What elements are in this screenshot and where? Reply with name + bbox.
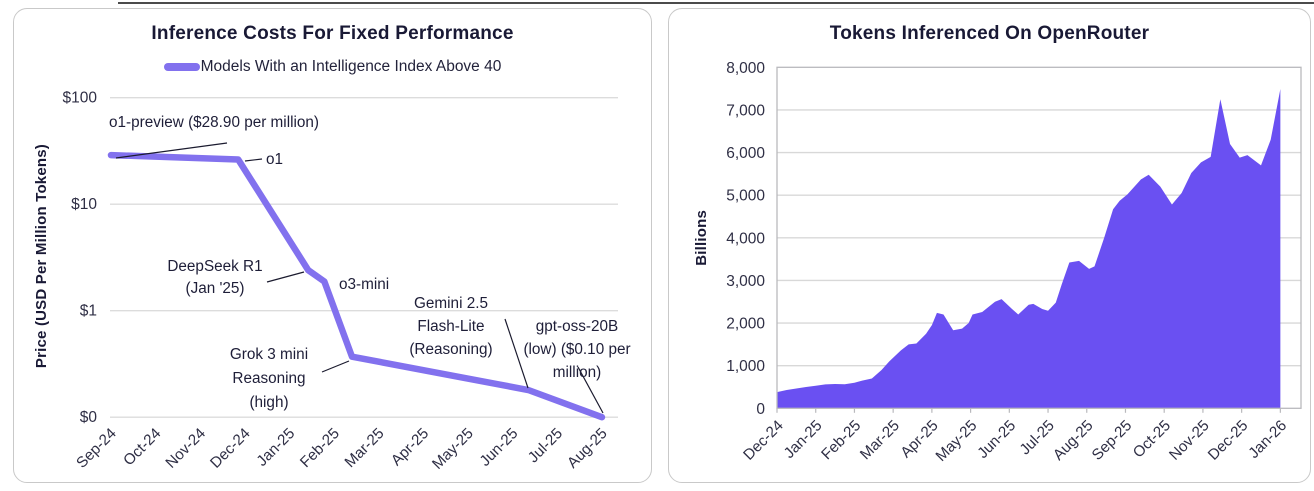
svg-text:Jun-25: Jun-25: [477, 425, 522, 470]
left-chart-legend: Models With an Intelligence Index Above …: [14, 58, 651, 76]
svg-text:Nov-25: Nov-25: [1166, 417, 1213, 464]
svg-text:Oct-25: Oct-25: [1130, 417, 1174, 461]
legend-label: Models With an Intelligence Index Above …: [200, 58, 502, 75]
openrouter-tokens-area-chart: 8,000 7,000 6,000 5,000 4,000 3,000 2,000 1,000…: [726, 60, 1302, 465]
svg-text:Jul-25: Jul-25: [525, 425, 566, 466]
svg-text:Dec-24: Dec-24: [740, 417, 787, 464]
panel-openrouter-tokens: Tokens Inferenced On OpenRouter Billions…: [668, 8, 1311, 483]
right-chart-title: Tokens Inferenced On OpenRouter: [829, 23, 1150, 44]
svg-text:Sep-25: Sep-25: [1089, 417, 1136, 464]
svg-text:DeepSeek R1(Jan '25): DeepSeek R1 (Jan '25): [167, 258, 262, 297]
svg-text:May-25: May-25: [429, 425, 477, 473]
svg-text:Dec-24: Dec-24: [207, 425, 254, 472]
svg-text:0: 0: [756, 401, 765, 418]
svg-text:o1: o1: [266, 151, 283, 168]
svg-text:Nov-24: Nov-24: [162, 425, 209, 472]
svg-text:o3-mini: o3-mini: [339, 276, 389, 293]
svg-text:5,000: 5,000: [726, 188, 765, 205]
svg-text:7,000: 7,000: [726, 102, 765, 119]
svg-text:$100: $100: [63, 90, 98, 107]
left-chart-title: Inference Costs For Fixed Performance: [151, 23, 514, 44]
top-edge-line: [118, 2, 1314, 4]
svg-text:$1: $1: [80, 303, 97, 320]
panel-inference-costs: Inference Costs For Fixed Performance Mo…: [13, 8, 652, 483]
svg-text:Aug-25: Aug-25: [564, 425, 611, 472]
svg-text:Jun-25: Jun-25: [974, 417, 1019, 462]
svg-text:$10: $10: [71, 196, 97, 213]
svg-text:Mar-25: Mar-25: [857, 417, 903, 463]
svg-text:4,000: 4,000: [726, 230, 765, 247]
svg-text:Feb-25: Feb-25: [818, 417, 864, 463]
svg-text:Dec-25: Dec-25: [1205, 417, 1252, 464]
svg-text:Jan-25: Jan-25: [253, 425, 298, 470]
svg-text:Jan-25: Jan-25: [781, 417, 826, 462]
svg-text:Jan-26: Jan-26: [1245, 417, 1290, 462]
svg-text:Feb-25: Feb-25: [297, 425, 343, 471]
svg-text:Sep-24: Sep-24: [73, 425, 120, 472]
svg-text:2,000: 2,000: [726, 316, 765, 333]
svg-text:Oct-24: Oct-24: [120, 425, 164, 469]
svg-text:Apr-25: Apr-25: [388, 425, 432, 469]
svg-text:6,000: 6,000: [726, 145, 765, 162]
svg-text:8,000: 8,000: [726, 60, 765, 77]
svg-text:$0: $0: [80, 409, 98, 426]
svg-text:May-25: May-25: [933, 417, 981, 465]
svg-text:o1-preview ($28.90 per million: o1-preview ($28.90 per million): [109, 114, 319, 131]
legend-line-swatch: [163, 63, 200, 71]
svg-text:Mar-25: Mar-25: [342, 425, 388, 471]
svg-text:3,000: 3,000: [726, 273, 765, 290]
svg-text:1,000: 1,000: [726, 358, 765, 375]
svg-text:Aug-25: Aug-25: [1050, 417, 1097, 464]
